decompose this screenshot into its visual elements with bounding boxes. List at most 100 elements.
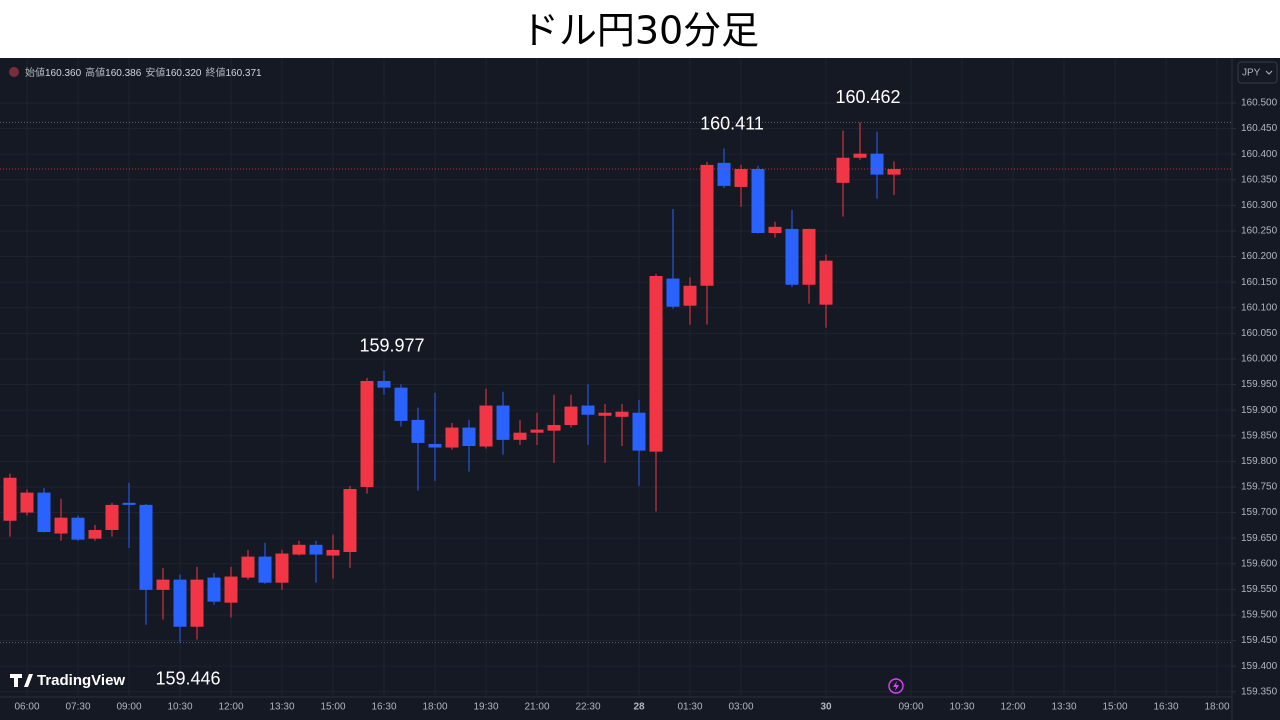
candle-body xyxy=(309,544,323,555)
currency-box[interactable] xyxy=(1237,61,1278,84)
x-tick-label: 09:00 xyxy=(116,702,141,713)
flash-bolt[interactable] xyxy=(893,681,899,691)
x-tick-label: 16:30 xyxy=(1153,702,1178,713)
watermark-text: TradingView xyxy=(37,672,125,689)
candle-body xyxy=(241,556,255,578)
y-tick-label: 160.450 xyxy=(1241,123,1278,134)
candle-body xyxy=(224,576,238,603)
candle-body xyxy=(819,260,833,305)
x-tick-label: 30 xyxy=(820,702,832,713)
ohlc-value: 160.386 xyxy=(105,68,142,79)
x-tick-label: 03:00 xyxy=(728,702,753,713)
y-tick-label: 159.950 xyxy=(1241,379,1278,390)
currency-label[interactable]: JPY xyxy=(1242,68,1261,79)
x-tick-label: 15:00 xyxy=(1102,702,1127,713)
price-annotation: 159.977 xyxy=(359,335,424,355)
y-tick-label: 159.800 xyxy=(1241,456,1278,467)
y-tick-label: 159.700 xyxy=(1241,507,1278,518)
candle-body xyxy=(275,553,289,583)
y-tick-label: 159.750 xyxy=(1241,482,1278,493)
candle-body xyxy=(768,226,782,234)
candle-body xyxy=(717,162,731,186)
x-tick-label: 18:00 xyxy=(422,702,447,713)
candle-body xyxy=(513,432,527,440)
candle-body xyxy=(88,529,102,539)
candle-body xyxy=(700,164,714,286)
candle-body xyxy=(173,579,187,627)
candle-body xyxy=(428,443,442,448)
x-tick-label: 09:00 xyxy=(898,702,923,713)
candle-body xyxy=(326,549,340,556)
candle-body xyxy=(649,276,663,452)
y-tick-label: 159.350 xyxy=(1241,686,1278,697)
candle-body xyxy=(666,278,680,307)
grid xyxy=(0,58,1232,697)
y-tick-label: 160.300 xyxy=(1241,200,1278,211)
candle-body xyxy=(615,411,629,417)
price-annotation: 160.462 xyxy=(835,87,900,107)
price-annotation: 159.446 xyxy=(155,668,220,688)
candle-body xyxy=(870,153,884,175)
candle-body xyxy=(785,228,799,285)
candle-body xyxy=(258,556,272,583)
candle-body xyxy=(836,157,850,183)
chart-title: ドル円30分足 xyxy=(521,9,759,53)
symbol-icon xyxy=(9,67,19,77)
currency-caret[interactable] xyxy=(1265,70,1273,75)
candle-body xyxy=(394,387,408,421)
ohlc-value: 160.320 xyxy=(165,68,202,79)
candle-body xyxy=(598,412,612,416)
candle-body xyxy=(547,425,561,431)
candle-body xyxy=(479,405,493,447)
y-tick-label: 160.250 xyxy=(1241,226,1278,237)
y-tick-label: 160.500 xyxy=(1241,98,1278,109)
candle-body xyxy=(54,517,68,534)
candle-body xyxy=(3,477,17,521)
x-tick-label: 16:30 xyxy=(371,702,396,713)
flash-circle[interactable] xyxy=(888,678,904,694)
candle-body xyxy=(156,579,170,590)
flash-icon[interactable] xyxy=(888,678,904,694)
y-tick-label: 160.150 xyxy=(1241,277,1278,288)
x-tick-label: 12:00 xyxy=(1000,702,1025,713)
y-tick-label: 159.850 xyxy=(1241,430,1278,441)
x-tick-label: 01:30 xyxy=(677,702,702,713)
ohlc-label: 始値 xyxy=(25,66,45,79)
candle-body xyxy=(632,412,646,451)
candle-body xyxy=(462,427,476,446)
candle-body xyxy=(853,153,867,158)
candle-body xyxy=(360,380,374,487)
candle-body xyxy=(564,406,578,426)
y-tick-label: 159.550 xyxy=(1241,584,1278,595)
x-tick-label: 10:30 xyxy=(949,702,974,713)
candle-body xyxy=(411,419,425,443)
candle-body xyxy=(751,169,765,234)
price-annotation: 160.411 xyxy=(700,113,764,133)
y-tick-label: 160.350 xyxy=(1241,174,1278,185)
ohlc-legend: 始値160.360 高値160.386 安値160.320 終値160.371 xyxy=(9,66,262,79)
y-tick-label: 159.600 xyxy=(1241,558,1278,569)
watermark-logo: TradingView xyxy=(10,672,125,689)
x-tick-label: 22:30 xyxy=(575,702,600,713)
x-tick-label: 28 xyxy=(633,702,645,713)
candle-body xyxy=(105,504,119,530)
logo-mark xyxy=(10,674,33,687)
x-tick-label: 06:00 xyxy=(14,702,39,713)
candle-body xyxy=(530,429,544,433)
ohlc-value: 160.371 xyxy=(225,68,262,79)
candle-body xyxy=(292,544,306,555)
y-tick-label: 160.050 xyxy=(1241,328,1278,339)
candle-body xyxy=(802,228,816,285)
y-tick-label: 160.000 xyxy=(1241,354,1278,365)
x-tick-label: 15:00 xyxy=(320,702,345,713)
x-tick-label: 21:00 xyxy=(524,702,549,713)
candle-body xyxy=(343,489,357,552)
y-tick-label: 159.450 xyxy=(1241,635,1278,646)
ohlc-legend-text: 始値160.360 高値160.386 安値160.320 終値160.371 xyxy=(25,66,262,79)
candle-body xyxy=(734,169,748,187)
x-tick-label: 13:30 xyxy=(1051,702,1076,713)
chart-background xyxy=(0,58,1280,720)
candle-body xyxy=(207,577,221,602)
ohlc-label: 終値 xyxy=(205,66,225,79)
x-tick-label: 10:30 xyxy=(167,702,192,713)
